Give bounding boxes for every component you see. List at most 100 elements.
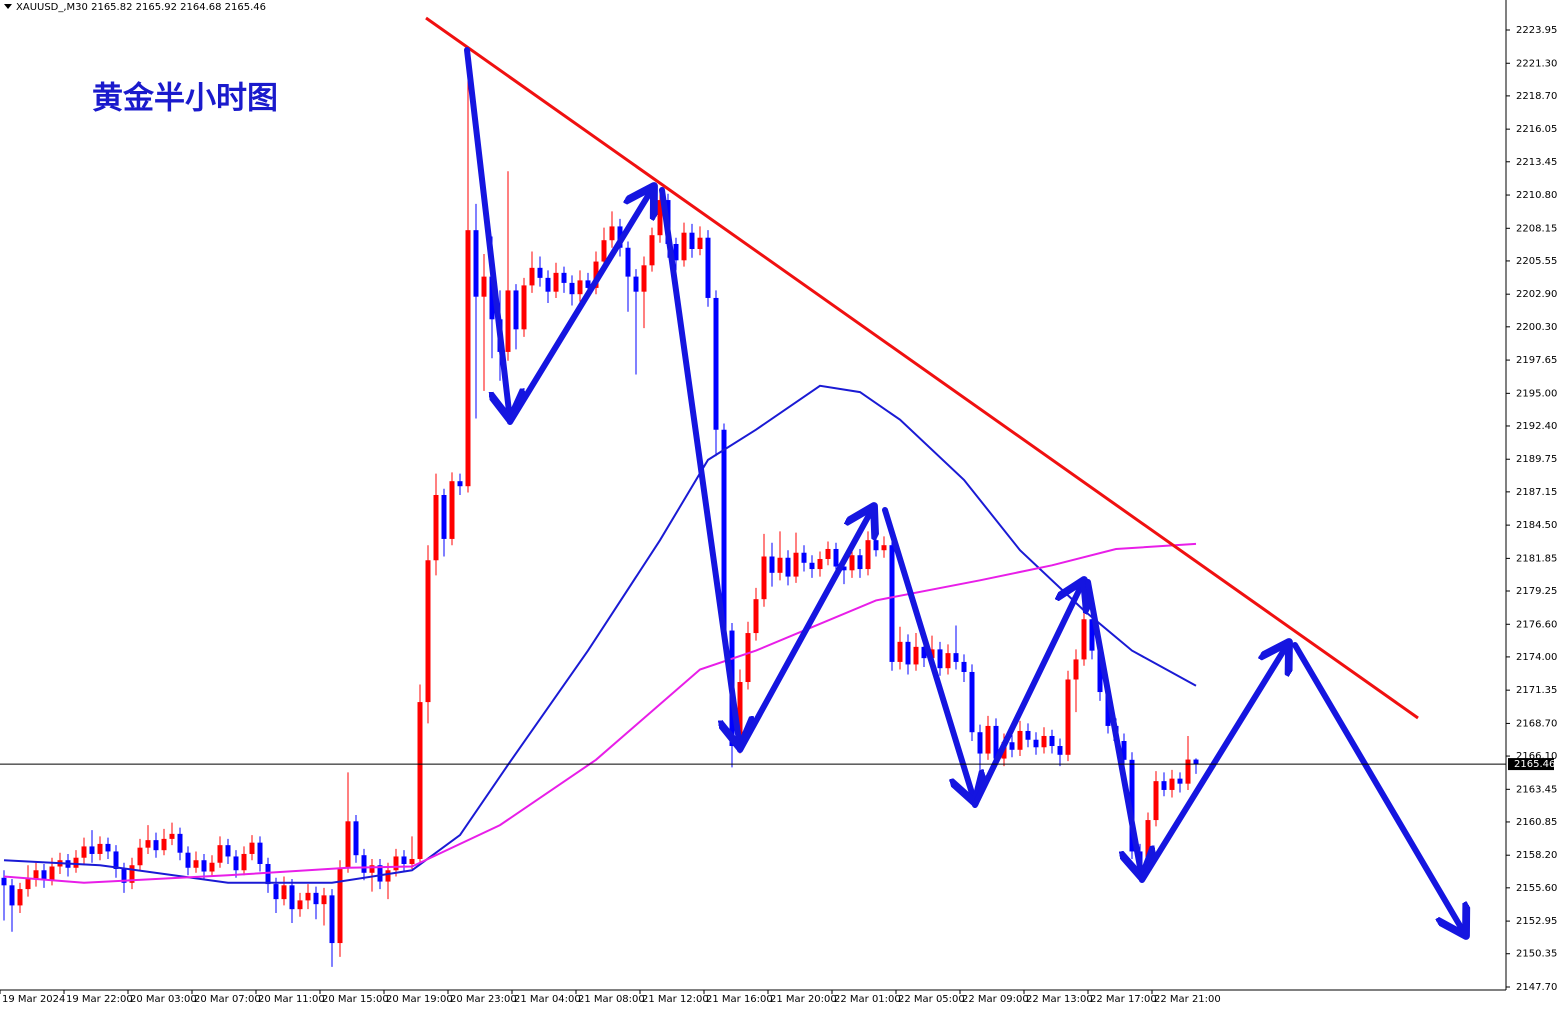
candle — [561, 266, 567, 293]
candle — [25, 865, 31, 897]
candle-body — [625, 247, 631, 277]
candle-body — [937, 649, 943, 669]
candle — [233, 850, 239, 878]
candle-body — [553, 272, 559, 292]
candle-body — [961, 661, 967, 672]
candle-body — [737, 682, 743, 747]
candle-body — [233, 856, 239, 871]
candle — [321, 887, 327, 926]
y-tick-label: 2210.80 — [1516, 190, 1557, 201]
candle — [257, 836, 263, 872]
arrow — [972, 580, 1084, 808]
candle-body — [889, 545, 895, 662]
candle — [33, 862, 39, 887]
menu-icon[interactable] — [4, 4, 12, 9]
arrow — [882, 507, 975, 803]
candle-body — [369, 865, 375, 873]
candle — [689, 223, 695, 258]
arrow — [1292, 642, 1466, 936]
candle-body — [841, 566, 847, 571]
y-tick-label: 2189.75 — [1516, 454, 1557, 465]
candle-body — [385, 870, 391, 882]
x-tick-label: 22 Mar 21:00 — [1154, 994, 1221, 1005]
candle-body — [273, 884, 279, 900]
candle — [521, 277, 527, 337]
candle-body — [345, 821, 351, 868]
candle-body — [313, 892, 319, 905]
candle — [857, 548, 863, 578]
candle-body — [529, 267, 535, 286]
candle — [569, 275, 575, 306]
candle-body — [921, 646, 927, 659]
annotations — [425, 16, 1466, 936]
candle — [433, 473, 439, 576]
candle — [329, 889, 335, 967]
candle — [465, 49, 471, 493]
candle — [1009, 734, 1015, 758]
y-tick-label: 2197.65 — [1516, 355, 1557, 366]
candle-body — [289, 885, 295, 910]
candle-body — [697, 237, 703, 250]
candle-body — [481, 276, 487, 297]
candle — [817, 551, 823, 577]
candle-body — [953, 653, 959, 662]
candle-body — [905, 641, 911, 665]
candle-body — [705, 237, 711, 298]
candle-body — [209, 862, 215, 872]
candle — [753, 587, 759, 641]
last-price-box — [1508, 758, 1554, 771]
x-tick-label: 21 Mar 20:00 — [770, 994, 837, 1005]
candle-body — [633, 276, 639, 292]
y-tick-label: 2166.10 — [1516, 751, 1557, 762]
y-tick-label: 2150.35 — [1516, 949, 1557, 960]
candle-body — [977, 732, 983, 754]
candle — [537, 256, 543, 287]
candle — [209, 855, 215, 877]
y-tick-label: 2208.15 — [1516, 223, 1557, 234]
candle — [9, 879, 15, 932]
candle-body — [89, 846, 95, 854]
candle-body — [521, 285, 527, 330]
candle-body — [97, 843, 103, 854]
candle — [505, 171, 511, 361]
candle — [105, 837, 111, 859]
candle — [825, 541, 831, 566]
candle — [785, 550, 791, 586]
y-tick-label: 2163.45 — [1516, 784, 1557, 795]
x-tick-label: 22 Mar 01:00 — [834, 994, 901, 1005]
candle-body — [825, 548, 831, 560]
candle — [777, 531, 783, 581]
x-tick-label: 21 Mar 08:00 — [578, 994, 645, 1005]
candle-body — [1129, 759, 1135, 852]
candle-body — [217, 845, 223, 863]
candle — [361, 848, 367, 881]
candle — [609, 211, 615, 248]
candle-body — [433, 495, 439, 561]
candle — [801, 545, 807, 572]
candle — [201, 853, 207, 880]
candle — [169, 822, 175, 846]
candle-body — [425, 560, 431, 703]
candle — [89, 830, 95, 863]
candle-body — [1097, 650, 1103, 693]
candle — [881, 536, 887, 558]
x-tick-label: 21 Mar 16:00 — [706, 994, 773, 1005]
x-tick-label: 22 Mar 13:00 — [1026, 994, 1093, 1005]
candle-body — [945, 653, 951, 669]
candle — [985, 715, 991, 760]
x-tick-label: 20 Mar 03:00 — [130, 994, 197, 1005]
candle-body — [297, 900, 303, 910]
candle — [897, 626, 903, 670]
candle — [809, 555, 815, 578]
candle-body — [897, 641, 903, 662]
candle — [625, 241, 631, 312]
candle — [529, 251, 535, 293]
candle — [905, 634, 911, 675]
candle-body — [1193, 759, 1199, 765]
candle-body — [1089, 619, 1095, 651]
candle — [441, 488, 447, 557]
candle — [265, 857, 271, 893]
candle-body — [417, 702, 423, 859]
candle — [289, 879, 295, 923]
